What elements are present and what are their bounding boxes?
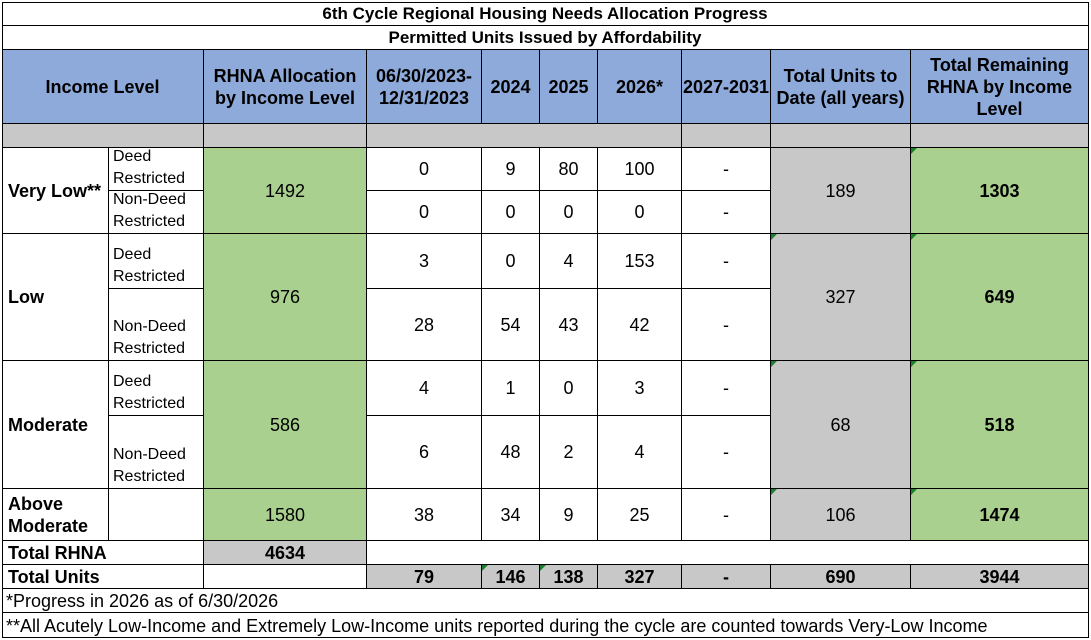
header-2025: 2025 bbox=[540, 50, 598, 124]
footnote-very-low: **All Acutely Low-Income and Extremely L… bbox=[6, 616, 988, 636]
row-label-low: Low bbox=[2, 234, 109, 361]
total-very-low: 189 bbox=[771, 148, 911, 234]
spacer-cell bbox=[682, 124, 771, 148]
sublabel-deed: Deed Restricted bbox=[109, 361, 204, 416]
sublabel-deed: Deed Restricted bbox=[109, 234, 204, 289]
value-cell: - bbox=[682, 361, 771, 416]
total-low: 327 bbox=[771, 234, 911, 361]
allocation-moderate: 586 bbox=[204, 361, 367, 489]
allocation-very-low: 1492 bbox=[204, 148, 367, 234]
total-units-value: 327 bbox=[598, 565, 682, 589]
value-cell: 1 bbox=[482, 361, 540, 416]
spacer-cell bbox=[367, 124, 682, 148]
value-cell: 9 bbox=[540, 489, 598, 541]
value-cell: 2 bbox=[540, 416, 598, 489]
spacer-cell bbox=[2, 124, 204, 148]
value-cell: 80 bbox=[540, 148, 598, 191]
header-period-2023: 06/30/2023-12/31/2023 bbox=[367, 50, 482, 124]
value-cell: 42 bbox=[598, 289, 682, 361]
empty-cell bbox=[204, 565, 367, 589]
value-cell: 0 bbox=[367, 191, 482, 234]
value-cell: 3 bbox=[598, 361, 682, 416]
allocation-above-moderate: 1580 bbox=[204, 489, 367, 541]
row-label-very-low: Very Low** bbox=[2, 148, 109, 234]
spacer-cell bbox=[911, 124, 1089, 148]
sublabel-nondeed: Non-Deed Restricted bbox=[109, 416, 204, 489]
value-cell: - bbox=[682, 416, 771, 489]
sublabel-nondeed: Non-Deed Restricted bbox=[109, 289, 204, 361]
value-cell: 9 bbox=[482, 148, 540, 191]
table-subtitle: Permitted Units Issued by Affordability bbox=[2, 26, 1089, 50]
header-2027-2031: 2027-2031 bbox=[682, 50, 771, 124]
value-cell: - bbox=[682, 234, 771, 289]
value-cell: 100 bbox=[598, 148, 682, 191]
remaining-very-low: 1303 bbox=[911, 148, 1089, 234]
total-units-value: 146 bbox=[482, 565, 540, 589]
remaining-low: 649 bbox=[911, 234, 1089, 361]
header-2024: 2024 bbox=[482, 50, 540, 124]
total-above-moderate: 106 bbox=[771, 489, 911, 541]
total-units-value: 79 bbox=[367, 565, 482, 589]
total-units-value: - bbox=[682, 565, 771, 589]
empty-sublabel bbox=[109, 489, 204, 541]
value-cell: 0 bbox=[540, 361, 598, 416]
total-units-label: Total Units bbox=[2, 565, 204, 589]
value-cell: 153 bbox=[598, 234, 682, 289]
remaining-above-moderate: 1474 bbox=[911, 489, 1089, 541]
total-rhna-label: Total RHNA bbox=[2, 541, 204, 565]
value-cell: - bbox=[682, 289, 771, 361]
allocation-low: 976 bbox=[204, 234, 367, 361]
value-cell: 0 bbox=[367, 148, 482, 191]
value-cell: 6 bbox=[367, 416, 482, 489]
value-cell: 4 bbox=[367, 361, 482, 416]
value-cell: - bbox=[682, 148, 771, 191]
value-cell: 28 bbox=[367, 289, 482, 361]
spacer-cell bbox=[771, 124, 911, 148]
remaining-moderate: 518 bbox=[911, 361, 1089, 489]
header-2026: 2026* bbox=[598, 50, 682, 124]
row-label-moderate: Moderate bbox=[2, 361, 109, 489]
empty-cell bbox=[367, 541, 1089, 565]
value-cell: 0 bbox=[540, 191, 598, 234]
header-total-remaining: Total Remaining RHNA by Income Level bbox=[911, 50, 1089, 124]
value-cell: 43 bbox=[540, 289, 598, 361]
spacer-cell bbox=[204, 124, 367, 148]
value-cell: 34 bbox=[482, 489, 540, 541]
value-cell: - bbox=[682, 489, 771, 541]
total-units-value: 690 bbox=[771, 565, 911, 589]
value-cell: 0 bbox=[598, 191, 682, 234]
value-cell: 0 bbox=[482, 234, 540, 289]
table-title: 6th Cycle Regional Housing Needs Allocat… bbox=[2, 2, 1089, 26]
value-cell: 38 bbox=[367, 489, 482, 541]
value-cell: 25 bbox=[598, 489, 682, 541]
footnote-2026: *Progress in 2026 as of 6/30/2026 bbox=[6, 591, 279, 611]
value-cell: 4 bbox=[540, 234, 598, 289]
value-cell: 0 bbox=[482, 191, 540, 234]
header-total-to-date: Total Units to Date (all years) bbox=[771, 50, 911, 124]
total-units-value: 3944 bbox=[911, 565, 1089, 589]
row-label-above-moderate: Above Moderate bbox=[2, 489, 109, 541]
value-cell: - bbox=[682, 191, 771, 234]
value-cell: 54 bbox=[482, 289, 540, 361]
header-income-level: Income Level bbox=[2, 50, 204, 124]
value-cell: 3 bbox=[367, 234, 482, 289]
sublabel-deed: Deed Restricted bbox=[109, 148, 204, 191]
total-units-value: 138 bbox=[540, 565, 598, 589]
total-moderate: 68 bbox=[771, 361, 911, 489]
sublabel-nondeed: Non-Deed Restricted bbox=[109, 191, 204, 234]
total-rhna-value: 4634 bbox=[204, 541, 367, 565]
value-cell: 48 bbox=[482, 416, 540, 489]
header-rhna-allocation: RHNA Allocation by Income Level bbox=[204, 50, 367, 124]
value-cell: 4 bbox=[598, 416, 682, 489]
